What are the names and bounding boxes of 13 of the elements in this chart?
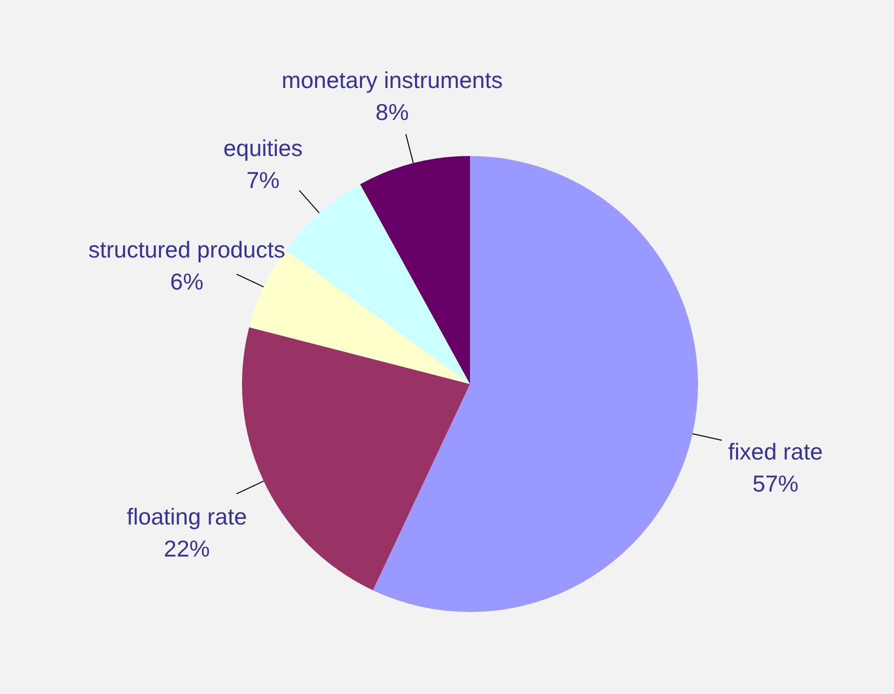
pie-slice [360, 156, 470, 384]
data-label: 57% [752, 470, 798, 496]
pie-slice [372, 156, 698, 612]
data-label: 22% [164, 535, 210, 562]
slice-label: floating rate [126, 503, 247, 530]
slice-label: monetary instruments [282, 66, 503, 93]
data-label: 7% [246, 167, 280, 194]
data-label: 6% [170, 268, 204, 295]
slice-label: structured products [88, 236, 286, 263]
pie-slice [286, 184, 470, 384]
slice-label: equities [223, 135, 303, 162]
slice-label: fixed rate [728, 438, 823, 464]
data-label: 8% [376, 98, 409, 125]
